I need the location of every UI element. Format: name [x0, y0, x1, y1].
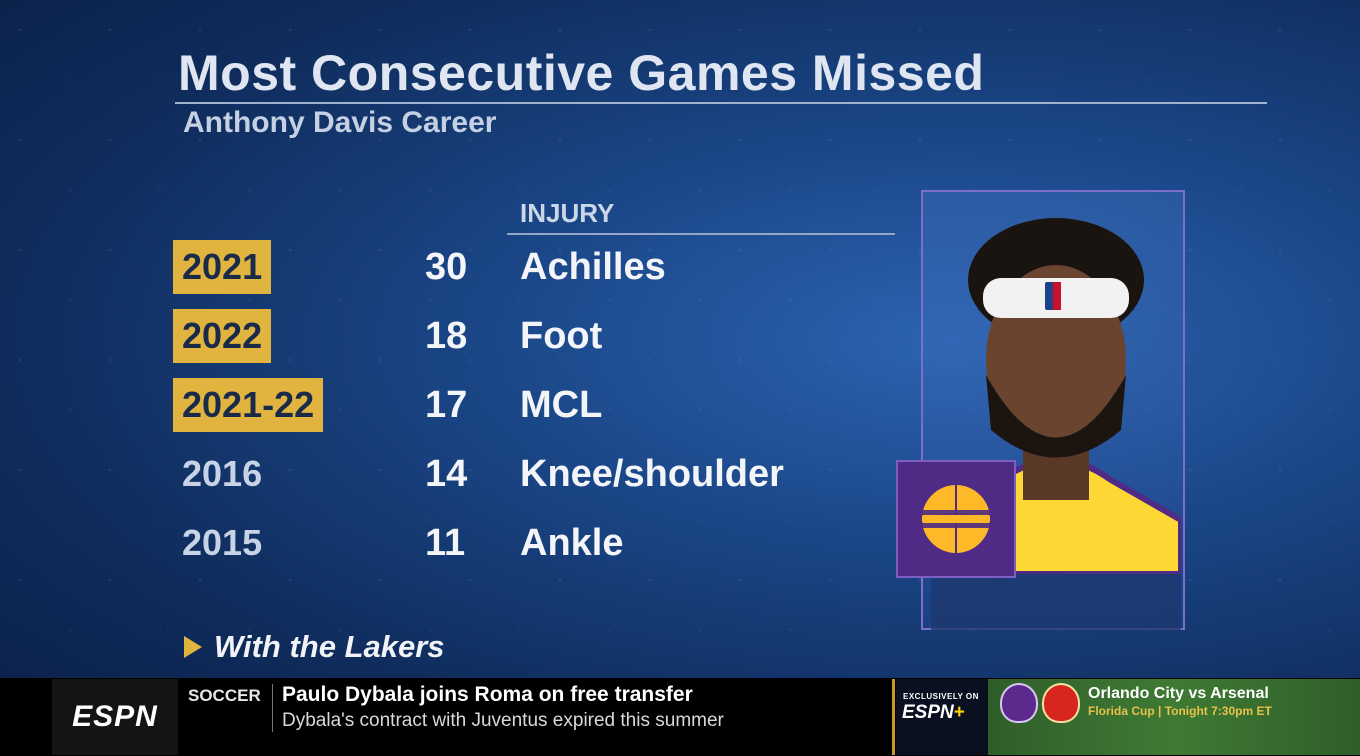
table-row: 2021 30 Achilles	[0, 240, 900, 294]
table-row: 2021-22 17 MCL	[0, 378, 900, 432]
graphic-title: Most Consecutive Games Missed	[178, 45, 985, 101]
row-injury: Ankle	[520, 522, 624, 564]
match-title: Orlando City vs Arsenal	[1088, 685, 1269, 702]
gold-triangle-icon	[184, 636, 202, 658]
ticker-subline: Dybala's contract with Juventus expired …	[282, 710, 724, 731]
photo-base-panel	[931, 574, 1181, 630]
ticker-headline: Paulo Dybala joins Roma on free transfer	[282, 683, 693, 706]
table-row: 2016 14 Knee/shoulder	[0, 447, 900, 501]
ticker-sport-label: SOCCER	[188, 686, 261, 705]
espn-plus-logo: ESPN+	[902, 702, 965, 723]
table-row: 2015 11 Ankle	[0, 516, 900, 570]
espn-plus-promo	[896, 679, 988, 755]
row-games: 30	[425, 246, 468, 288]
table-row: 2022 18 Foot	[0, 309, 900, 363]
row-injury: Knee/shoulder	[520, 453, 784, 495]
orlando-city-crest-icon	[1000, 683, 1038, 723]
graphic-subtitle: Anthony Davis Career	[183, 106, 497, 139]
row-year: 2021	[173, 240, 272, 294]
row-year: 2015	[182, 522, 263, 563]
row-injury: Achilles	[520, 246, 666, 288]
lakers-legend: With the Lakers	[184, 628, 445, 666]
lakers-legend-label: With the Lakers	[214, 629, 445, 664]
espn-logo: ESPN	[52, 679, 178, 755]
row-injury: MCL	[520, 384, 603, 426]
row-year: 2016	[182, 453, 263, 494]
injury-header-divider	[507, 233, 895, 235]
row-injury: Foot	[520, 315, 603, 357]
row-games: 17	[425, 384, 468, 426]
row-year: 2022	[173, 309, 272, 363]
ticker-divider	[272, 684, 273, 732]
title-divider	[175, 102, 1267, 104]
row-games: 11	[425, 522, 466, 564]
row-year: 2021-22	[173, 378, 324, 432]
row-games: 18	[425, 315, 468, 357]
match-details: Florida Cup | Tonight 7:30pm ET	[1088, 704, 1272, 718]
ticker-gold-separator	[892, 679, 895, 755]
promo-label: EXCLUSIVELY ON	[903, 692, 979, 701]
row-games: 14	[425, 453, 468, 495]
injury-column-header: INJURY	[520, 198, 615, 228]
lakers-logo	[896, 460, 1016, 578]
arsenal-crest-icon	[1042, 683, 1080, 723]
